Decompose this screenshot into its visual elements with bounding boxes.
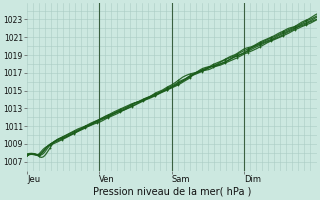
X-axis label: Pression niveau de la mer( hPa ): Pression niveau de la mer( hPa ) (92, 187, 251, 197)
